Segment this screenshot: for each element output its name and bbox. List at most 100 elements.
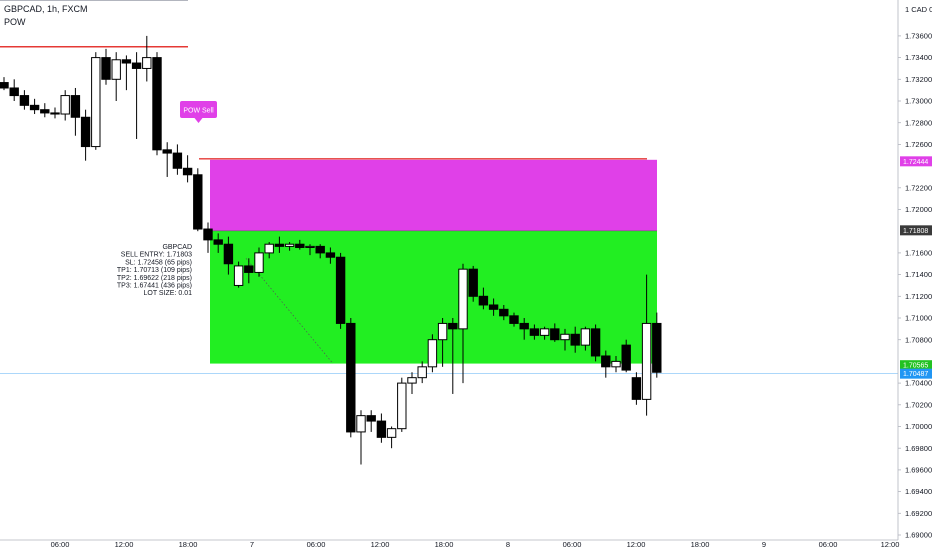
candle-body [203,228,213,241]
price-tag [900,368,932,379]
candle-body [499,308,509,317]
x-tick-label: 9 [762,540,766,549]
y-tick-label: 1.69200 [905,509,932,518]
candle-body [264,243,274,254]
candle-body [356,415,366,433]
candle-body [50,112,60,115]
x-tick-label: 8 [506,540,510,549]
candles [0,35,662,465]
trade-info-line: SL: 1.72458 (65 pips) [125,259,192,266]
candle-body [111,59,121,80]
trade-info-line: LOT SIZE: 0.01 [143,290,192,297]
price-tag-label: 1.70565 [903,363,928,370]
y-tick-label: 1.71000 [905,314,932,323]
x-tick-label: 12:00 [115,540,134,549]
candle-body [274,243,285,247]
y-tick-label: 1.73400 [905,53,932,62]
candle-body [519,322,529,330]
price-tag-label: 1.72444 [903,159,928,166]
signal-label: POW Sell [183,108,214,115]
time-axis[interactable]: 06:00 12:00 18:00 7 06:00 12:00 18:00 8 06:00 12:… [51,540,900,549]
candle-body [40,109,50,114]
price-tag-label: 1.70487 [903,371,928,378]
candle-body [590,328,601,357]
candle-body [652,322,662,373]
candle-body [182,167,193,176]
trade-info-line: SELL ENTRY: 1.71803 [121,252,192,259]
y-tick-label: 1.71400 [905,270,932,279]
signal-pointer [194,118,203,123]
candle-body [162,149,172,154]
candle-body [580,328,591,346]
y-tick-label: 1.70400 [905,379,932,388]
candle-body [346,322,356,433]
trade-zones [210,159,657,364]
indicator-label: POW [4,17,26,27]
candle-body [101,57,111,80]
candle-body [366,415,376,422]
trade-info-line: TP1: 1.70713 (109 pips) [117,267,192,274]
y-tick-label: 1.73200 [905,75,932,84]
symbol-title: GBPCAD, 1h, FXCM [4,4,88,14]
y-tick-label: 1.72600 [905,140,932,149]
axis-unit-label: 1 CAD 0 [905,5,932,14]
candle-body [458,268,468,330]
y-tick-label: 1.70000 [905,422,932,431]
candle-body [550,328,560,341]
candle-body [386,428,397,438]
candle-body [244,265,254,273]
y-tick-label: 1.71600 [905,249,932,258]
candle-body [427,339,438,368]
candle-body [560,333,570,341]
candle-body [0,82,9,89]
x-tick-label: 18:00 [691,540,710,549]
candle-body [91,57,101,148]
candle-body [70,95,81,118]
candle-body [152,57,162,151]
y-tick-label: 1.73600 [905,32,932,41]
x-tick-label: 06:00 [51,540,70,549]
candle-body [417,366,427,379]
candle-body [172,152,183,169]
candle-body [621,344,631,371]
candle-body [295,243,305,248]
candle-body [611,360,621,368]
candle-body [397,382,407,430]
y-tick-label: 1.72800 [905,118,932,127]
y-tick-label: 1.69600 [905,466,932,475]
y-tick-label: 1.72000 [905,205,932,214]
candle-body [9,87,19,97]
candle-body [437,322,448,341]
trade-info-line: GBPCAD [162,244,192,251]
candle-body [19,95,30,106]
y-tick-label: 1.70800 [905,335,932,344]
x-tick-label: 06:00 [819,540,838,549]
price-tag [900,156,932,167]
candle-body [325,252,336,258]
candle-body [142,57,152,69]
candle-body [641,322,652,400]
y-tick-label: 1.70200 [905,400,932,409]
candle-body [335,256,346,324]
candle-body [631,377,642,400]
candle-body [233,265,244,286]
candle-body [570,333,580,346]
candle-body [509,315,519,324]
x-tick-label: 12:00 [371,540,390,549]
candle-body [60,95,70,115]
signal-bubble [180,101,217,118]
price-tag [900,360,932,371]
candle-body [223,243,234,265]
trade-info-line: TP2: 1.69622 (218 pips) [117,275,192,282]
candle-body [193,174,203,230]
stop-loss-zone [210,159,657,231]
candle-body [80,116,91,148]
candle-body [488,304,499,310]
candle-body [131,62,142,69]
y-tick-label: 1.73000 [905,97,932,106]
candle-body [478,295,489,306]
y-tick-label: 1.69800 [905,444,932,453]
